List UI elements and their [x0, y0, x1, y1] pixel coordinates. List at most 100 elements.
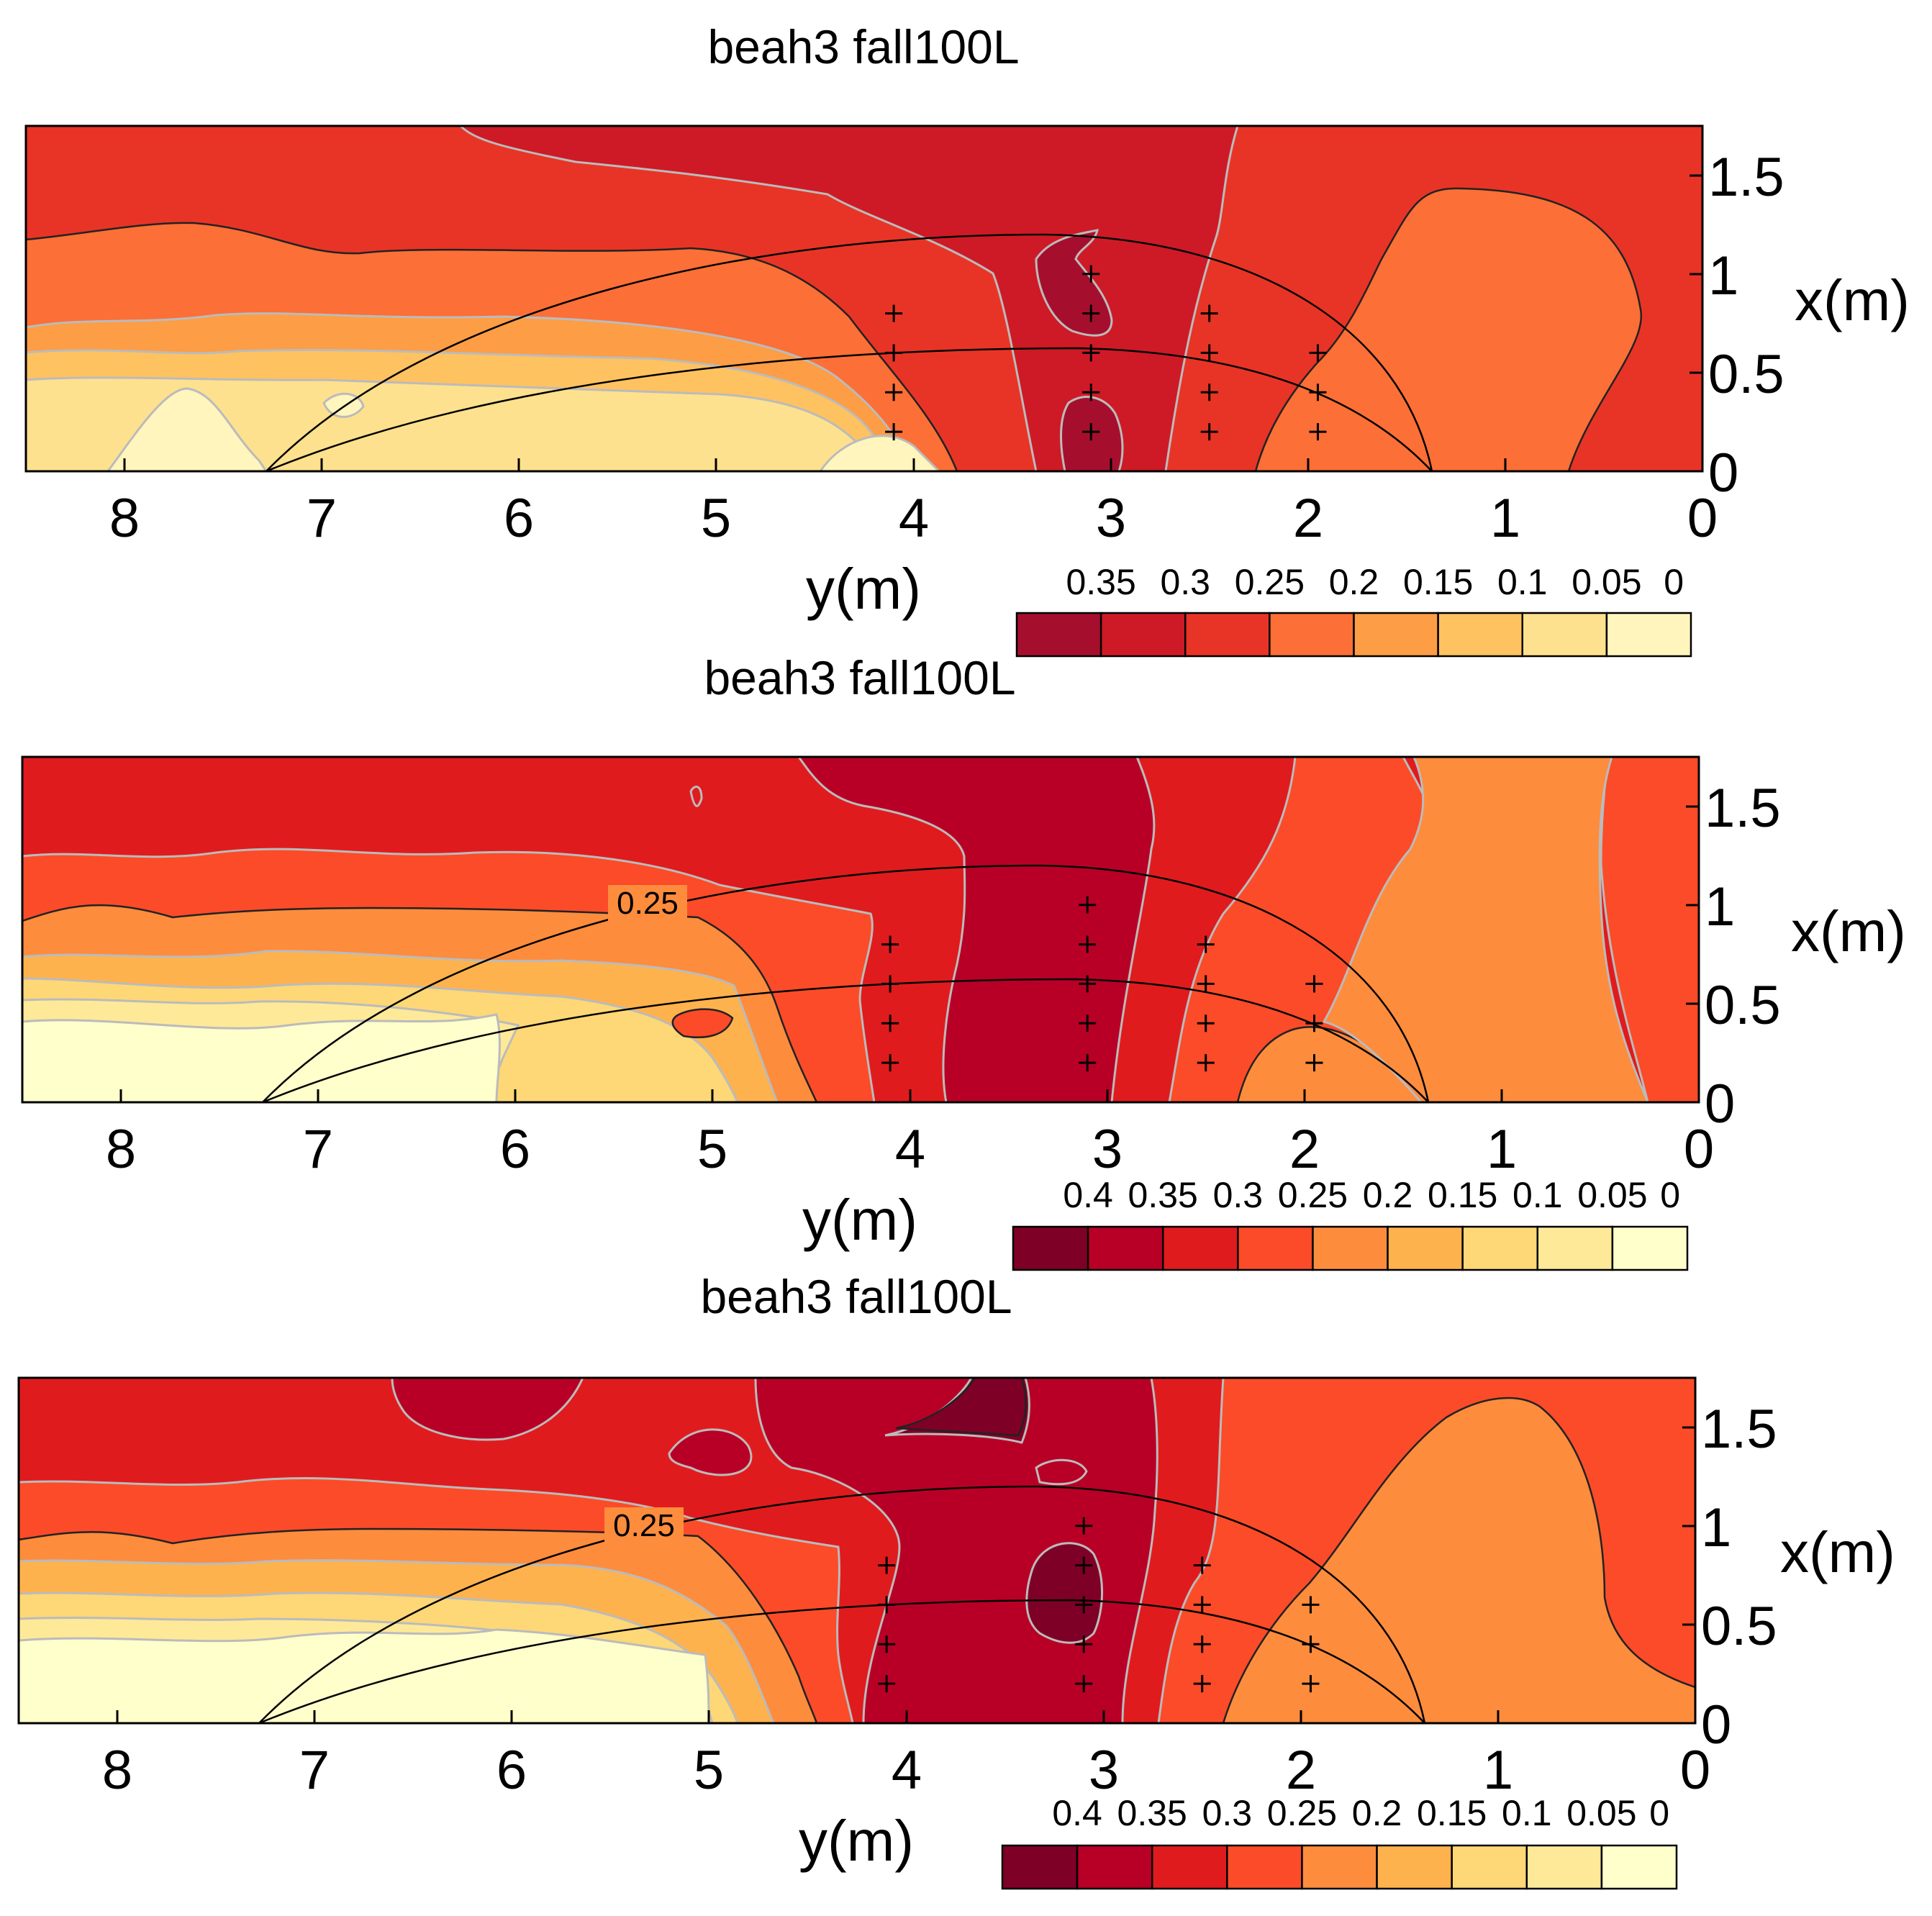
colorbar-level-label: 0.4: [1052, 1793, 1102, 1833]
x-axis-label: y(m): [802, 1188, 917, 1252]
probe-marker: [1075, 1517, 1093, 1535]
x-tick-label: 7: [303, 1119, 333, 1180]
probe-marker: [878, 1635, 896, 1653]
colorbar-level-label: 0.05: [1566, 1793, 1636, 1833]
y-tick-label: 1: [1708, 245, 1738, 307]
band-minimum: [818, 435, 942, 473]
probe-marker: [1082, 304, 1100, 322]
x-tick: 0: [1687, 458, 1718, 549]
probe-marker: [881, 1014, 899, 1032]
colorbar-level-label: 0.15: [1403, 562, 1473, 602]
colorbar-level-label: 0.25: [1267, 1793, 1337, 1833]
colorbar-level-label: 0.25: [1235, 562, 1305, 602]
probe-marker: [1200, 344, 1218, 362]
colorbar-swatch: [1611, 1225, 1689, 1271]
y-tick-label: 1.5: [1705, 778, 1781, 839]
x-tick-label: 1: [1487, 1119, 1517, 1180]
x-tick-label: 2: [1289, 1119, 1320, 1180]
colorbar-swatch: [1015, 612, 1102, 658]
y-tick-label: 1.5: [1708, 147, 1784, 208]
y-tick-label: 1: [1705, 876, 1735, 937]
probe-marker: [1305, 1014, 1323, 1032]
trajectory-arcs: [266, 233, 1433, 473]
x-tick: 4: [895, 1089, 925, 1180]
y-tick-label: 0: [1705, 1073, 1735, 1135]
probe-marker: [1197, 975, 1215, 993]
y-tick: 0: [1690, 442, 1738, 504]
y-tick-label: 1.5: [1701, 1399, 1777, 1460]
probe-marker: [1200, 423, 1218, 441]
colorbar-swatch: [1376, 1844, 1453, 1890]
x-tick-label: 4: [892, 1740, 922, 1801]
colorbar-level-label: 0.35: [1066, 562, 1135, 602]
colorbar-swatch: [1451, 1844, 1528, 1890]
band-peak: [668, 1428, 753, 1476]
probe-marker: [1197, 1054, 1215, 1072]
probe-marker: [1193, 1675, 1211, 1693]
x-tick-label: 0: [1687, 488, 1718, 549]
x-tick: 6: [500, 1089, 530, 1180]
panel-2: beah3 fall100L 0.25: [21, 651, 1906, 1271]
x-tick: 6: [496, 1710, 527, 1801]
y-tick: 0: [1682, 1694, 1731, 1756]
x-tick-label: 3: [1092, 1119, 1123, 1180]
colorbar-swatch: [1312, 1225, 1389, 1271]
panel-3: beah3 fall100L 0.25: [17, 1270, 1895, 1890]
x-tick-label: 4: [899, 488, 929, 549]
colorbar-level-label: 0.25: [1278, 1175, 1348, 1215]
probe-marker: [881, 935, 899, 953]
colorbar-level-label: 0.35: [1128, 1175, 1198, 1215]
y-tick: 0: [1686, 1073, 1735, 1135]
y-axis-label: x(m): [1791, 899, 1906, 963]
x-tick: 0: [1680, 1710, 1710, 1801]
inner-trajectory: [258, 1599, 1425, 1725]
y-tick-label: 0: [1701, 1694, 1731, 1756]
band-low-mid: [1222, 1397, 1697, 1725]
probe-marker: [1075, 1675, 1093, 1693]
x-tick-label: 7: [299, 1740, 330, 1801]
probe-marker: [1309, 383, 1327, 401]
colorbar-swatch: [1605, 612, 1692, 658]
colorbar-swatch: [1087, 1225, 1164, 1271]
x-tick-label: 6: [504, 488, 534, 549]
colorbar-swatch: [1076, 1844, 1153, 1890]
x-axis-label: y(m): [806, 557, 921, 621]
probe-marker: [1302, 1596, 1320, 1614]
colorbar-swatch: [1301, 1844, 1378, 1890]
panel-title: beah3 fall100L: [704, 651, 1015, 704]
x-tick-label: 5: [701, 488, 731, 549]
probe-marker: [1079, 935, 1097, 953]
colorbar-level-label: 0: [1664, 562, 1684, 602]
y-tick-label: 0.5: [1708, 344, 1784, 405]
inner-trajectory: [262, 978, 1429, 1104]
colorbar-level-label: 0.2: [1363, 1175, 1413, 1215]
band-peak: [391, 1376, 585, 1441]
probe-marker: [1082, 423, 1100, 441]
panel-title: beah3 fall100L: [707, 20, 1019, 73]
probe-marker: [1305, 1054, 1323, 1072]
x-tick: 7: [303, 1089, 333, 1180]
y-tick: 0.5: [1686, 975, 1781, 1036]
probe-marker: [881, 1054, 899, 1072]
plot-frame: [24, 124, 1704, 473]
colorbar-level-label: 0.15: [1428, 1175, 1497, 1215]
y-tick: 1: [1690, 245, 1738, 307]
colorbar-swatch: [1001, 1844, 1079, 1890]
probe-markers: [878, 1517, 1320, 1693]
probe-marker: [1079, 896, 1097, 914]
band-minimum: [21, 1013, 501, 1104]
y-tick-label: 0.5: [1705, 975, 1781, 1036]
x-tick: 1: [1490, 458, 1520, 549]
probe-marker: [1082, 265, 1100, 283]
plot-field: [24, 124, 1704, 473]
x-tick-label: 0: [1680, 1740, 1710, 1801]
x-tick-label: 6: [496, 1740, 527, 1801]
x-axis-label: y(m): [799, 1809, 914, 1873]
contour-label: 0.25: [617, 886, 679, 921]
probe-marker: [1200, 383, 1218, 401]
colorbar-level-label: 0.2: [1329, 562, 1379, 602]
band-peak: [1035, 229, 1113, 337]
x-tick-label: 1: [1490, 488, 1520, 549]
y-tick: 0.5: [1690, 344, 1784, 405]
colorbar-swatch: [1151, 1844, 1228, 1890]
